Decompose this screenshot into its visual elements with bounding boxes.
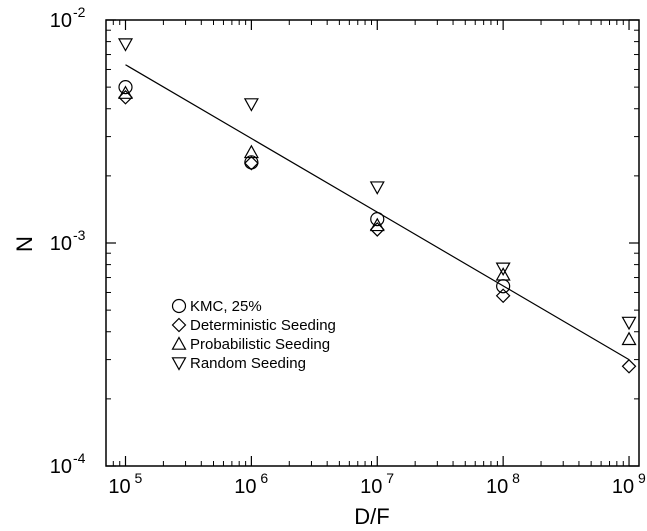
x-tick-label: 10 xyxy=(360,476,382,498)
data-point-triangle-down xyxy=(621,316,637,331)
legend-label: Random Seeding xyxy=(190,355,306,372)
legend-marker-circle xyxy=(171,298,187,314)
legend: KMC, 25% Deterministic Seeding Probabilist… xyxy=(171,298,336,372)
y-tick-exponent: -2 xyxy=(73,4,86,20)
points xyxy=(117,38,637,374)
plot-area xyxy=(105,19,640,467)
legend-label: KMC, 25% xyxy=(190,298,262,315)
y-tick-label: 10 xyxy=(50,456,72,478)
legend-marker-triangle-down xyxy=(171,357,187,371)
x-tick-label: 10 xyxy=(108,476,130,498)
x-tick-label: 10 xyxy=(234,476,256,498)
ticks xyxy=(105,19,639,467)
x-tick-exponent: 9 xyxy=(638,470,646,486)
x-tick-exponent: 6 xyxy=(260,470,268,486)
x-tick-label: 10 xyxy=(486,476,508,498)
data-point-circle xyxy=(370,211,385,227)
x-axis-label: D/F xyxy=(354,504,389,529)
data-point-diamond xyxy=(621,358,637,374)
x-tick-label: 10 xyxy=(612,476,634,498)
data-point-diamond xyxy=(118,89,133,105)
data-point-circle xyxy=(118,80,133,95)
data-point-triangle-down xyxy=(495,262,511,277)
x-tick-exponent: 8 xyxy=(512,470,520,486)
y-tick-label: 10 xyxy=(50,233,72,255)
y-axis-label: N xyxy=(12,236,37,252)
y-tick-exponent: -4 xyxy=(73,450,86,466)
data-point-triangle-up xyxy=(369,217,385,232)
data-point-diamond xyxy=(369,222,385,237)
data-point-triangle-down xyxy=(243,98,259,112)
legend-marker-diamond xyxy=(171,317,187,333)
legend-label: Probabilistic Seeding xyxy=(190,336,330,353)
data-point-diamond xyxy=(495,288,511,304)
data-point-triangle-down xyxy=(369,181,385,195)
data-point-triangle-up xyxy=(621,331,637,346)
data-point-diamond xyxy=(244,155,259,171)
data-point-triangle-up xyxy=(117,85,134,99)
legend-label: Deterministic Seeding xyxy=(190,317,336,334)
x-tick-exponent: 7 xyxy=(386,470,394,486)
data-point-triangle-down xyxy=(117,38,134,52)
tick-labels: 10 5 10 6 10 7 10 8 10 910 -410 -310 -2 xyxy=(50,4,646,498)
y-tick-label: 10 xyxy=(50,10,72,32)
data-point-triangle-up xyxy=(243,144,259,159)
legend-marker-triangle-up xyxy=(171,336,187,350)
data-point-triangle-up xyxy=(495,267,511,281)
y-tick-exponent: -3 xyxy=(73,227,86,243)
x-tick-exponent: 5 xyxy=(134,470,142,486)
